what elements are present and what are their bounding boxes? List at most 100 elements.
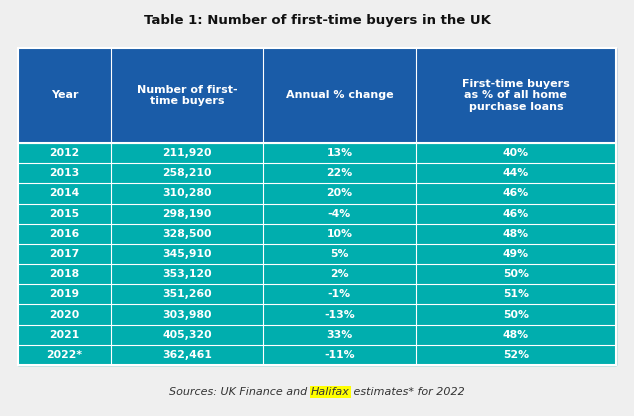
Bar <box>18 305 111 324</box>
Text: 51%: 51% <box>503 290 529 300</box>
Bar <box>263 224 416 244</box>
Text: 258,210: 258,210 <box>162 168 212 178</box>
Bar <box>263 183 416 203</box>
Text: 46%: 46% <box>503 209 529 219</box>
Text: Number of first-
time buyers: Number of first- time buyers <box>136 85 237 106</box>
Text: 2013: 2013 <box>49 168 79 178</box>
Text: 20%: 20% <box>327 188 353 198</box>
Bar <box>263 345 416 365</box>
Text: 353,120: 353,120 <box>162 269 212 279</box>
Bar <box>416 305 616 324</box>
Bar <box>111 224 263 244</box>
Text: 46%: 46% <box>503 188 529 198</box>
Text: -13%: -13% <box>324 310 355 319</box>
Bar <box>18 183 111 203</box>
Bar <box>263 244 416 264</box>
Text: 40%: 40% <box>503 148 529 158</box>
Text: -11%: -11% <box>324 350 355 360</box>
Text: 13%: 13% <box>327 148 353 158</box>
Bar <box>111 143 263 163</box>
Text: 310,280: 310,280 <box>162 188 212 198</box>
Text: 44%: 44% <box>503 168 529 178</box>
Bar <box>263 284 416 305</box>
Text: 22%: 22% <box>327 168 353 178</box>
Bar <box>111 203 263 224</box>
Text: 48%: 48% <box>503 330 529 340</box>
Bar <box>111 345 263 365</box>
Text: 2%: 2% <box>330 269 349 279</box>
Bar <box>416 163 616 183</box>
Text: 2015: 2015 <box>49 209 79 219</box>
Text: 52%: 52% <box>503 350 529 360</box>
Text: 49%: 49% <box>503 249 529 259</box>
Bar <box>111 183 263 203</box>
Bar <box>416 345 616 365</box>
Text: 211,920: 211,920 <box>162 148 212 158</box>
Bar <box>18 244 111 264</box>
Bar <box>18 264 111 284</box>
Text: 328,500: 328,500 <box>162 229 212 239</box>
Text: 2014: 2014 <box>49 188 79 198</box>
Text: 33%: 33% <box>327 330 353 340</box>
Bar <box>416 143 616 163</box>
Text: First-time buyers
as % of all home
purchase loans: First-time buyers as % of all home purch… <box>462 79 570 112</box>
Bar <box>416 183 616 203</box>
Bar <box>416 244 616 264</box>
Text: 48%: 48% <box>503 229 529 239</box>
Text: 50%: 50% <box>503 269 529 279</box>
Text: 5%: 5% <box>330 249 349 259</box>
Bar <box>263 264 416 284</box>
Bar <box>416 224 616 244</box>
Bar <box>111 305 263 324</box>
Bar <box>263 48 416 143</box>
Bar <box>111 48 263 143</box>
Bar <box>18 224 111 244</box>
Text: 50%: 50% <box>503 310 529 319</box>
Bar <box>416 203 616 224</box>
Text: 2019: 2019 <box>49 290 79 300</box>
Text: 10%: 10% <box>327 229 353 239</box>
Bar <box>111 284 263 305</box>
Text: 2022*: 2022* <box>46 350 82 360</box>
Text: 2018: 2018 <box>49 269 79 279</box>
Bar <box>263 305 416 324</box>
Text: 2016: 2016 <box>49 229 79 239</box>
Text: Table 1: Number of first-time buyers in the UK: Table 1: Number of first-time buyers in … <box>143 14 491 27</box>
Bar <box>263 324 416 345</box>
Text: 2020: 2020 <box>49 310 79 319</box>
Text: 351,260: 351,260 <box>162 290 212 300</box>
Bar <box>263 203 416 224</box>
Bar <box>18 203 111 224</box>
Bar <box>18 324 111 345</box>
Text: Halifax: Halifax <box>311 387 350 397</box>
Text: 303,980: 303,980 <box>162 310 212 319</box>
Bar <box>111 244 263 264</box>
Bar <box>18 143 111 163</box>
Bar <box>18 284 111 305</box>
Text: Year: Year <box>51 91 78 101</box>
Bar <box>111 264 263 284</box>
Text: 2012: 2012 <box>49 148 79 158</box>
Bar <box>416 284 616 305</box>
Text: 405,320: 405,320 <box>162 330 212 340</box>
Text: -1%: -1% <box>328 290 351 300</box>
Text: 2017: 2017 <box>49 249 79 259</box>
Text: 298,190: 298,190 <box>162 209 212 219</box>
Bar <box>416 264 616 284</box>
Text: estimates* for 2022: estimates* for 2022 <box>350 387 465 397</box>
Bar <box>18 48 616 365</box>
Text: Sources: UK Finance and: Sources: UK Finance and <box>169 387 311 397</box>
Text: 345,910: 345,910 <box>162 249 212 259</box>
Text: 362,461: 362,461 <box>162 350 212 360</box>
Bar <box>263 143 416 163</box>
Bar <box>111 324 263 345</box>
Bar <box>18 163 111 183</box>
Bar <box>416 48 616 143</box>
Bar <box>111 163 263 183</box>
Bar <box>416 324 616 345</box>
Text: 2021: 2021 <box>49 330 79 340</box>
Bar <box>18 48 111 143</box>
Text: -4%: -4% <box>328 209 351 219</box>
Text: Annual % change: Annual % change <box>285 91 393 101</box>
Bar <box>263 163 416 183</box>
